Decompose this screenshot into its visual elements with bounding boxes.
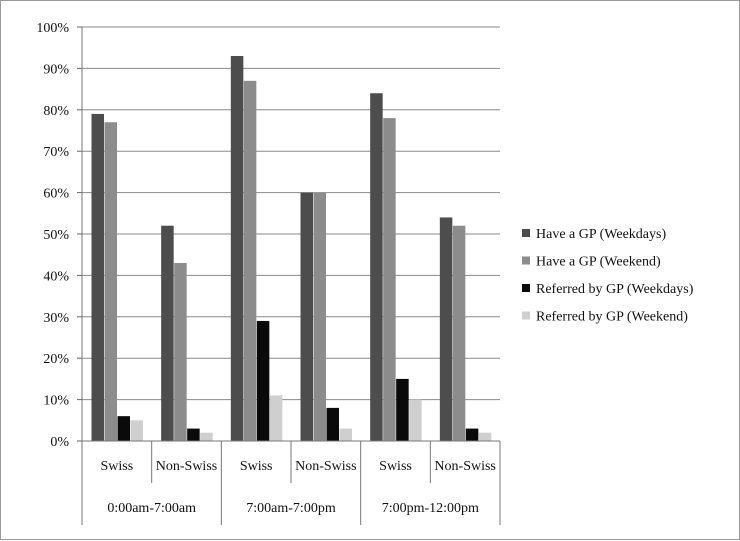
bar [161, 225, 174, 441]
legend-swatch [522, 311, 530, 320]
legend-swatch [522, 256, 530, 265]
bar [187, 428, 200, 441]
legend-label: Referred by GP (Weekend) [536, 310, 688, 325]
category-label: Non-Swiss [156, 459, 217, 474]
bar [396, 378, 409, 441]
y-tick-label: 80% [43, 104, 69, 119]
bar [465, 428, 479, 441]
y-tick-label: 50% [43, 228, 69, 243]
bar [91, 113, 104, 441]
category-label: Swiss [100, 459, 133, 474]
gridlines [82, 26, 500, 401]
bar [439, 217, 453, 441]
bar [174, 262, 187, 441]
y-tick-label: 30% [43, 311, 69, 326]
bar [269, 395, 283, 441]
bar [478, 432, 492, 441]
legend: Have a GP (Weekdays) Have a GP (Weekend) R… [522, 227, 694, 325]
bar [256, 320, 270, 441]
y-tick-label: 10% [43, 394, 69, 409]
y-tick-label: 20% [43, 352, 69, 367]
bar [104, 122, 117, 441]
bar [243, 80, 257, 441]
legend-label: Have a GP (Weekdays) [536, 227, 666, 242]
bar [452, 225, 466, 441]
legend-swatch [522, 229, 530, 237]
group-label: 0:00am-7:00am [107, 501, 196, 516]
y-tick-label: 60% [43, 187, 69, 202]
bar [313, 192, 326, 441]
legend-swatch [522, 284, 530, 292]
bar [326, 407, 339, 441]
group-label: 7:00am-7:00pm [246, 501, 336, 516]
y-tick-label: 90% [43, 62, 69, 77]
legend-label: Referred by GP (Weekdays) [536, 282, 694, 297]
bars [91, 55, 492, 442]
bar [409, 399, 422, 441]
bar [300, 192, 313, 441]
category-label: Swiss [379, 459, 412, 474]
bar [130, 420, 143, 441]
bar [339, 428, 352, 441]
y-tick-label: 100% [36, 21, 69, 36]
category-label: Non-Swiss [295, 459, 356, 474]
y-tick-label: 70% [43, 145, 69, 160]
y-tick-label: 0% [50, 435, 69, 450]
category-label: Non-Swiss [434, 459, 495, 474]
bar [200, 432, 213, 441]
category-label: Swiss [240, 459, 273, 474]
legend-label: Have a GP (Weekend) [536, 255, 661, 270]
group-label: 7:00pm-12:00pm [382, 501, 479, 516]
axes: 0% 10% 20% 30% 40% 50% 60% 70% 80% 90% 100% Swiss No… [36, 21, 501, 525]
y-tick-label: 40% [43, 269, 69, 284]
bar [383, 118, 396, 441]
bar [230, 55, 244, 441]
bar [117, 416, 130, 441]
bar [370, 93, 383, 442]
